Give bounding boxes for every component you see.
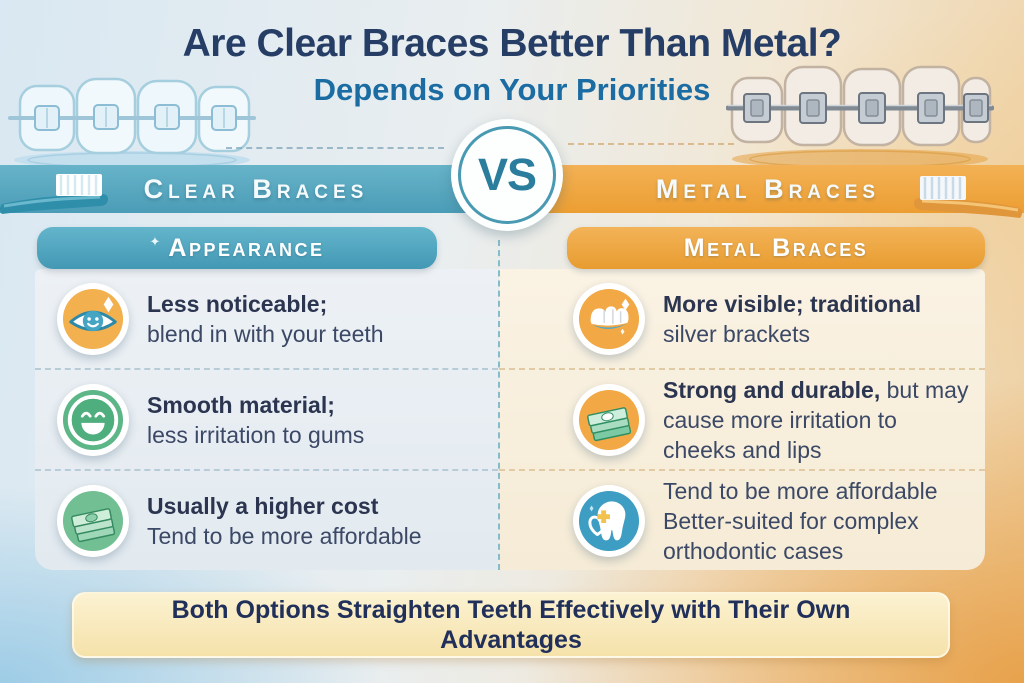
smile-icon [57,383,129,456]
metal-braces-item-appearance: More visible; traditional silver brackets [499,269,985,368]
subtitle: Depends on Your Priorities [313,72,711,107]
money-icon [573,383,645,456]
metal-braces-panel: More visible; traditional silver brackets… [499,269,985,570]
item-text: Strong and durable, but may cause more ir… [663,376,969,463]
metal-braces-item-durability: Strong and durable, but may cause more ir… [499,368,985,469]
metal-braces-header-label: Metal Braces [683,233,869,262]
dashed-divider-top-left [226,147,444,149]
metal-braces-band-label: Metal Braces [655,173,881,204]
item-text: Less noticeable; blend in with your teeth [147,290,384,347]
column-header-metal-braces: Metal Braces [567,227,985,269]
metal-braces-illustration [726,65,994,169]
item-text: Usually a higher cost Tend to be more aff… [147,492,422,549]
clear-braces-illustration [8,77,256,169]
appearance-header-label: Appearance [168,233,325,262]
column-header-appearance: ✦ Appearance [37,227,437,269]
vs-badge-ring [458,126,556,224]
footer-banner: Both Options Straighten Teeth Effectivel… [72,592,950,658]
clear-braces-band-label: Clear Braces [143,173,369,204]
eye-icon [57,282,129,355]
toothbrush-orange-icon [914,176,1022,218]
dashed-divider-top-right [568,143,734,145]
clear-braces-panel: Less noticeable; blend in with your teeth… [35,269,498,570]
clear-braces-item-comfort: Smooth material; less irritation to gums [35,368,498,469]
sparkle-icon: ✦ [149,234,161,249]
item-text: Smooth material; less irritation to gums [147,391,365,448]
mouth-icon [573,282,645,355]
toothbrush-teal-icon [0,174,108,214]
tooth-icon [573,484,645,557]
footer-line1: Both Options Straighten Teeth Effectivel… [171,596,851,624]
item-text: More visible; traditional silver brackets [663,290,922,347]
page-title: Are Clear Braces Better Than Metal? [182,22,842,65]
clear-braces-item-appearance: Less noticeable; blend in with your teeth [35,269,498,368]
metal-braces-item-cost-cases: Tend to be more affordable Better-suited … [499,469,985,570]
center-dashed-divider [498,240,500,570]
clear-braces-item-cost: Usually a higher cost Tend to be more aff… [35,469,498,570]
footer-line2: Advantages [440,626,582,654]
item-text: Tend to be more affordable Better-suited … [663,477,938,564]
vs-badge: VS [451,119,563,231]
money-icon [57,484,129,557]
